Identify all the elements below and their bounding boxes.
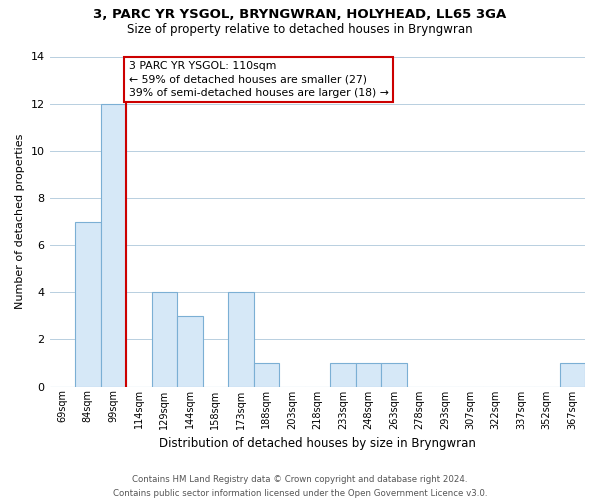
Y-axis label: Number of detached properties: Number of detached properties bbox=[15, 134, 25, 309]
Bar bbox=[101, 104, 126, 387]
Bar bbox=[381, 363, 407, 386]
Bar bbox=[152, 292, 177, 386]
Bar bbox=[560, 363, 585, 386]
Text: 3, PARC YR YSGOL, BRYNGWRAN, HOLYHEAD, LL65 3GA: 3, PARC YR YSGOL, BRYNGWRAN, HOLYHEAD, L… bbox=[94, 8, 506, 20]
X-axis label: Distribution of detached houses by size in Bryngwran: Distribution of detached houses by size … bbox=[159, 437, 476, 450]
Text: Size of property relative to detached houses in Bryngwran: Size of property relative to detached ho… bbox=[127, 22, 473, 36]
Text: 3 PARC YR YSGOL: 110sqm
← 59% of detached houses are smaller (27)
39% of semi-de: 3 PARC YR YSGOL: 110sqm ← 59% of detache… bbox=[128, 61, 388, 98]
Bar bbox=[330, 363, 356, 386]
Bar bbox=[228, 292, 254, 386]
Text: Contains HM Land Registry data © Crown copyright and database right 2024.
Contai: Contains HM Land Registry data © Crown c… bbox=[113, 476, 487, 498]
Bar bbox=[75, 222, 101, 386]
Bar bbox=[254, 363, 279, 386]
Bar bbox=[356, 363, 381, 386]
Bar bbox=[177, 316, 203, 386]
